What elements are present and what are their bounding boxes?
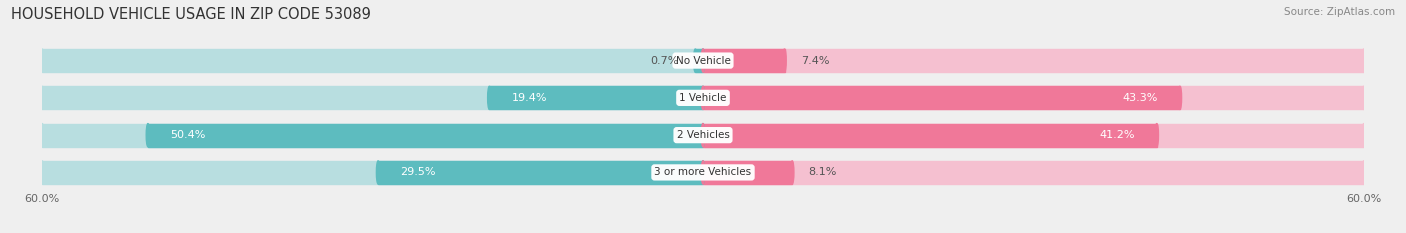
Bar: [42, 49, 703, 72]
Ellipse shape: [1178, 86, 1181, 110]
Text: 0.7%: 0.7%: [651, 56, 679, 65]
Ellipse shape: [702, 161, 704, 184]
Text: No Vehicle: No Vehicle: [675, 56, 731, 65]
Bar: [148, 123, 703, 147]
Ellipse shape: [1362, 49, 1365, 72]
Ellipse shape: [790, 161, 794, 184]
Bar: [703, 86, 1180, 110]
Ellipse shape: [377, 161, 380, 184]
Ellipse shape: [702, 86, 704, 110]
Bar: [703, 86, 1364, 110]
Text: 50.4%: 50.4%: [170, 130, 205, 140]
Ellipse shape: [41, 49, 44, 72]
Bar: [42, 123, 703, 147]
Text: 41.2%: 41.2%: [1099, 130, 1135, 140]
Ellipse shape: [702, 123, 704, 147]
Text: 8.1%: 8.1%: [808, 168, 837, 177]
Bar: [703, 161, 792, 184]
Bar: [703, 49, 785, 72]
Ellipse shape: [1156, 123, 1159, 147]
Bar: [703, 161, 1364, 184]
Bar: [378, 161, 703, 184]
Ellipse shape: [702, 86, 704, 110]
Text: Source: ZipAtlas.com: Source: ZipAtlas.com: [1284, 7, 1395, 17]
Ellipse shape: [702, 49, 704, 72]
Text: 1 Vehicle: 1 Vehicle: [679, 93, 727, 103]
Text: 43.3%: 43.3%: [1122, 93, 1159, 103]
Ellipse shape: [1362, 123, 1365, 147]
Text: 7.4%: 7.4%: [801, 56, 830, 65]
Text: HOUSEHOLD VEHICLE USAGE IN ZIP CODE 53089: HOUSEHOLD VEHICLE USAGE IN ZIP CODE 5308…: [11, 7, 371, 22]
Text: 2 Vehicles: 2 Vehicles: [676, 130, 730, 140]
Bar: [703, 123, 1157, 147]
Ellipse shape: [1362, 161, 1365, 184]
Ellipse shape: [702, 123, 704, 147]
Ellipse shape: [41, 161, 44, 184]
Bar: [42, 161, 703, 184]
Text: 3 or more Vehicles: 3 or more Vehicles: [654, 168, 752, 177]
Ellipse shape: [693, 49, 697, 72]
Bar: [703, 49, 1364, 72]
Ellipse shape: [41, 123, 44, 147]
Ellipse shape: [783, 49, 786, 72]
Ellipse shape: [702, 161, 704, 184]
Ellipse shape: [146, 123, 149, 147]
Ellipse shape: [1362, 86, 1365, 110]
Text: 29.5%: 29.5%: [401, 168, 436, 177]
Ellipse shape: [41, 86, 44, 110]
Ellipse shape: [702, 86, 704, 110]
Ellipse shape: [702, 49, 704, 72]
Ellipse shape: [702, 49, 704, 72]
Bar: [42, 86, 703, 110]
Ellipse shape: [702, 161, 704, 184]
Ellipse shape: [702, 123, 704, 147]
Bar: [703, 123, 1364, 147]
Bar: [696, 49, 703, 72]
Ellipse shape: [488, 86, 491, 110]
Ellipse shape: [702, 86, 704, 110]
Ellipse shape: [702, 49, 704, 72]
Ellipse shape: [702, 161, 704, 184]
Ellipse shape: [702, 123, 704, 147]
Text: 19.4%: 19.4%: [512, 93, 547, 103]
Bar: [489, 86, 703, 110]
